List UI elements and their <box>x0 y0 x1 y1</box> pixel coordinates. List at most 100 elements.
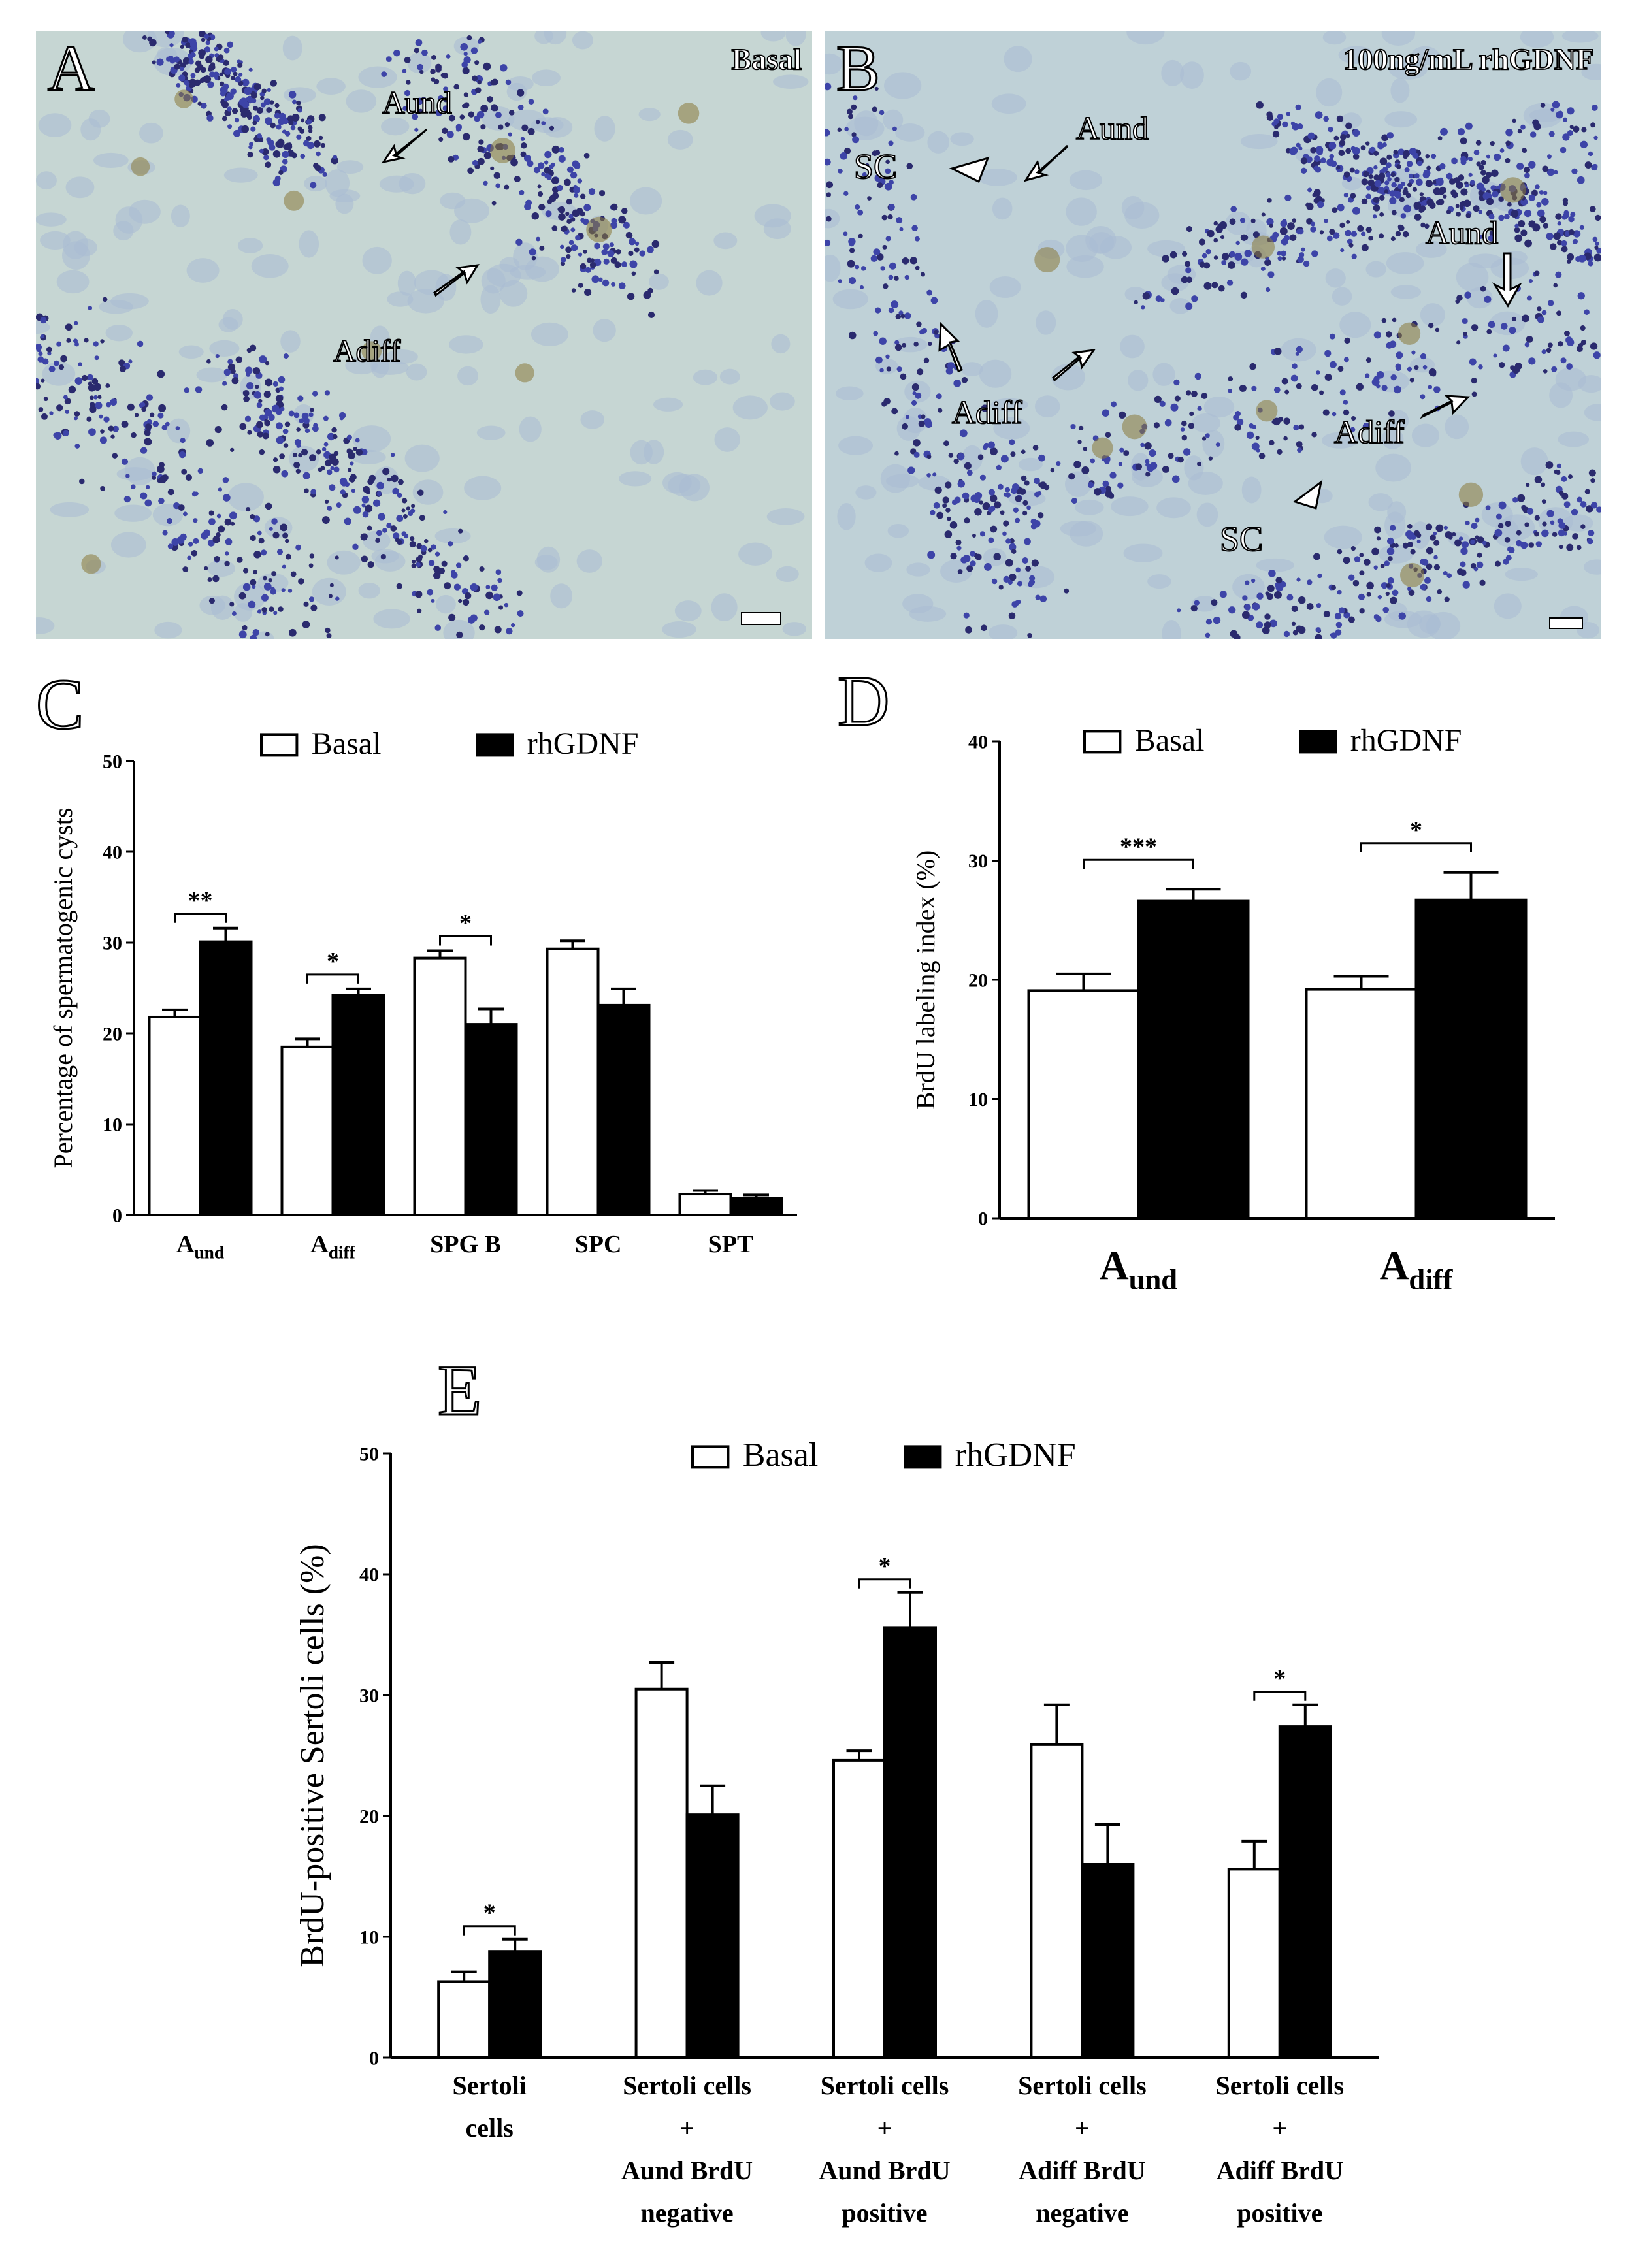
stained-nucleus <box>1551 366 1558 372</box>
y-tick-label: 0 <box>978 1208 988 1230</box>
stained-nucleus <box>966 565 973 572</box>
pale-cell <box>649 273 669 290</box>
stained-nucleus <box>1230 206 1237 212</box>
stained-nucleus <box>238 73 243 77</box>
stained-nucleus <box>326 469 333 476</box>
stained-nucleus <box>1337 366 1344 372</box>
stained-nucleus <box>1205 619 1213 625</box>
stained-nucleus <box>1311 383 1318 391</box>
stained-nucleus <box>378 513 385 521</box>
stained-nucleus <box>517 105 524 110</box>
pale-cell <box>110 532 146 558</box>
stained-nucleus <box>1343 171 1350 178</box>
stained-nucleus <box>972 534 976 538</box>
pale-cell <box>449 219 472 245</box>
stained-nucleus <box>431 54 436 60</box>
stained-nucleus <box>1428 368 1437 376</box>
stained-nucleus <box>288 120 294 125</box>
stained-nucleus <box>1390 525 1396 531</box>
stained-nucleus <box>558 213 566 221</box>
pale-cell <box>80 118 101 141</box>
stained-nucleus <box>1462 317 1468 325</box>
y-tick-label: 20 <box>359 1806 379 1828</box>
stained-nucleus <box>1354 556 1361 562</box>
stained-nucleus <box>1493 153 1501 161</box>
stained-nucleus <box>602 243 610 250</box>
pale-cell <box>550 583 573 609</box>
stained-nucleus <box>218 54 224 61</box>
stained-nucleus <box>1266 593 1273 600</box>
stained-nucleus <box>1465 183 1469 188</box>
stained-nucleus <box>572 209 580 218</box>
stained-nucleus <box>485 585 491 590</box>
stained-nucleus <box>1414 530 1420 536</box>
stained-nucleus <box>208 63 216 71</box>
stained-nucleus <box>65 323 73 331</box>
stained-nucleus <box>895 314 902 320</box>
stained-nucleus <box>1213 255 1218 260</box>
stained-nucleus <box>1460 188 1468 196</box>
stained-nucleus <box>508 132 512 137</box>
stained-nucleus <box>1520 229 1528 236</box>
stained-nucleus <box>295 544 301 551</box>
stained-nucleus <box>562 225 568 232</box>
stained-nucleus <box>1246 431 1254 439</box>
stained-nucleus <box>1240 291 1248 299</box>
stained-nucleus <box>100 485 106 491</box>
stained-nucleus <box>385 56 392 63</box>
stained-nucleus <box>1469 180 1475 185</box>
stained-nucleus <box>1306 603 1314 610</box>
stained-nucleus <box>907 466 915 474</box>
stained-nucleus <box>1323 610 1330 618</box>
stained-nucleus <box>41 413 48 420</box>
stained-nucleus <box>178 451 186 459</box>
stained-nucleus <box>1373 174 1380 181</box>
stained-nucleus <box>1293 424 1299 431</box>
stained-nucleus <box>885 354 890 359</box>
stained-nucleus <box>1361 231 1366 236</box>
pale-cell <box>1520 447 1548 476</box>
stained-nucleus <box>261 148 269 155</box>
stained-nucleus <box>560 261 565 267</box>
stained-nucleus <box>1588 261 1593 267</box>
pale-cell <box>760 31 786 42</box>
stained-nucleus <box>896 366 902 372</box>
stained-nucleus <box>227 359 233 364</box>
stained-nucleus <box>1492 191 1499 198</box>
pale-cell <box>379 175 414 193</box>
stained-nucleus <box>1230 630 1238 638</box>
stained-nucleus <box>47 351 52 356</box>
stained-nucleus <box>167 518 173 525</box>
stained-nucleus <box>433 78 440 85</box>
stained-nucleus <box>54 432 62 440</box>
stained-nucleus <box>1291 605 1298 613</box>
stained-nucleus <box>88 383 96 392</box>
stained-nucleus <box>1576 545 1582 551</box>
stained-nucleus <box>1339 389 1346 396</box>
brdu-cell <box>361 341 382 362</box>
stained-nucleus <box>1555 271 1562 278</box>
stained-nucleus <box>1456 340 1461 345</box>
stained-nucleus <box>230 447 235 452</box>
stained-nucleus <box>108 425 114 432</box>
stained-nucleus <box>920 272 926 277</box>
stained-nucleus <box>1343 556 1350 564</box>
stained-nucleus <box>256 106 263 114</box>
pale-cell <box>837 502 856 530</box>
stained-nucleus <box>1295 351 1299 356</box>
stained-nucleus <box>646 246 654 253</box>
stained-nucleus <box>268 577 272 583</box>
stained-nucleus <box>1145 459 1150 464</box>
bar-basal <box>413 956 467 1216</box>
stained-nucleus <box>988 489 995 496</box>
stained-nucleus <box>881 214 888 221</box>
stained-nucleus <box>1227 261 1235 269</box>
stained-nucleus <box>324 459 332 467</box>
stained-nucleus <box>979 474 986 481</box>
pale-cell <box>1316 78 1343 107</box>
stained-nucleus <box>336 502 342 508</box>
stained-nucleus <box>1035 594 1041 600</box>
stained-nucleus <box>1019 488 1026 495</box>
stained-nucleus <box>1258 453 1266 459</box>
pale-cell <box>154 621 182 639</box>
